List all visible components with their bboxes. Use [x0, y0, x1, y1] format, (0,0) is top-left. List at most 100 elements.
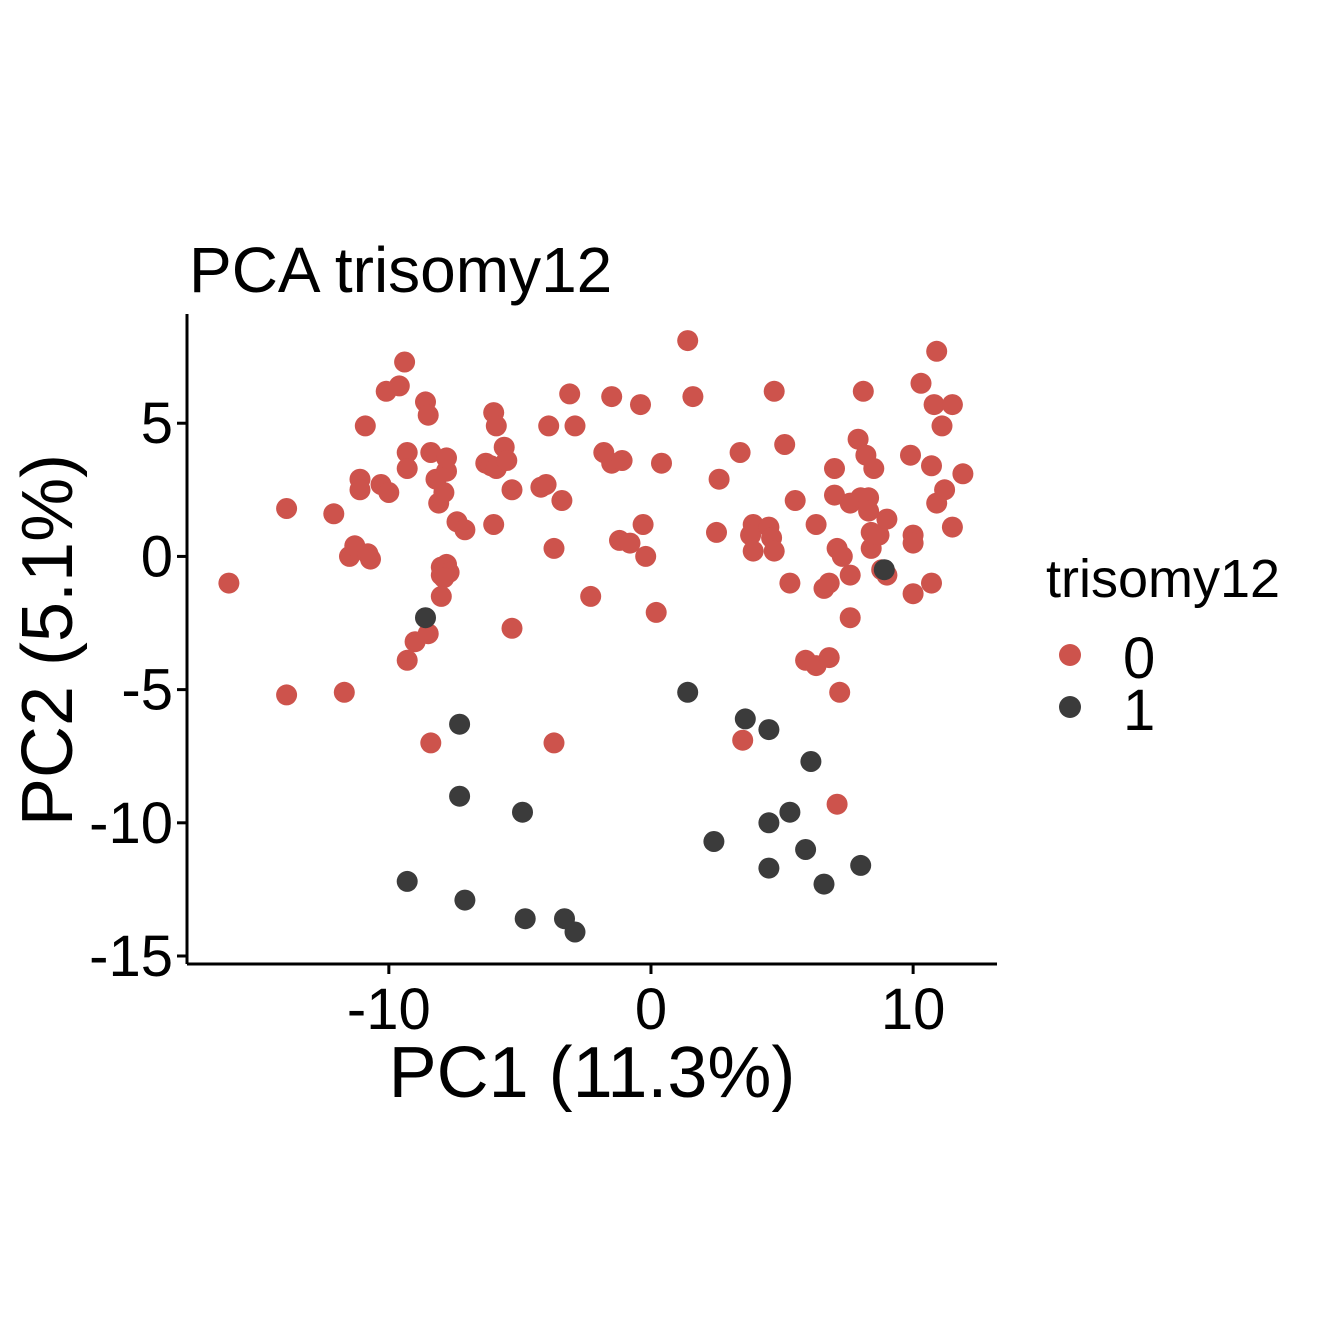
data-point-trisomy12-1	[758, 812, 780, 834]
data-point-trisomy12-1	[800, 751, 822, 772]
data-point-trisomy12-0	[763, 380, 785, 402]
data-point-trisomy12-0	[923, 394, 945, 416]
data-point-trisomy12-1	[873, 559, 895, 581]
data-point-trisomy12-1	[758, 719, 780, 741]
data-point-trisomy12-0	[839, 607, 861, 629]
data-point-trisomy12-0	[831, 545, 853, 567]
legend: trisomy12 0 1	[1046, 549, 1280, 743]
data-point-trisomy12-1	[454, 889, 476, 911]
data-point-trisomy12-0	[543, 537, 565, 559]
data-point-trisomy12-0	[430, 585, 452, 607]
data-point-trisomy12-0	[454, 519, 476, 541]
data-point-trisomy12-0	[740, 524, 762, 546]
data-point-trisomy12-0	[218, 572, 240, 594]
data-point-trisomy12-0	[651, 452, 672, 474]
data-point-trisomy12-0	[388, 375, 410, 397]
data-point-trisomy12-0	[501, 617, 523, 639]
data-point-trisomy12-0	[902, 532, 924, 554]
data-point-trisomy12-0	[396, 442, 418, 463]
legend-key-1	[1059, 696, 1081, 718]
data-point-trisomy12-1	[703, 831, 725, 852]
data-point-trisomy12-0	[779, 572, 801, 594]
data-point-trisomy12-1	[512, 801, 533, 823]
x-tick-label: -10	[347, 977, 431, 1042]
data-point-trisomy12-0	[501, 479, 523, 501]
data-point-trisomy12-1	[415, 607, 436, 629]
data-point-trisomy12-0	[349, 479, 371, 501]
data-point-trisomy12-0	[818, 647, 840, 669]
data-point-trisomy12-0	[394, 351, 416, 373]
data-point-trisomy12-0	[483, 514, 505, 535]
data-point-trisomy12-0	[543, 732, 565, 754]
legend-label-0: 0	[1123, 626, 1155, 691]
data-point-trisomy12-0	[941, 394, 963, 416]
y-tick-label: 5	[141, 391, 173, 456]
data-point-trisomy12-0	[645, 601, 667, 623]
data-point-trisomy12-0	[900, 444, 921, 466]
data-point-trisomy12-0	[706, 521, 727, 543]
x-tick-label: 0	[635, 977, 667, 1042]
data-point-trisomy12-0	[863, 458, 885, 479]
data-point-trisomy12-0	[538, 415, 560, 437]
data-point-trisomy12-0	[774, 434, 796, 455]
data-point-trisomy12-0	[921, 455, 942, 477]
data-point-trisomy12-0	[632, 514, 654, 535]
data-point-trisomy12-1	[449, 785, 471, 807]
data-point-trisomy12-0	[580, 585, 602, 607]
data-point-trisomy12-0	[619, 532, 641, 554]
data-point-trisomy12-1	[813, 873, 835, 895]
y-tick-label: -5	[121, 658, 173, 723]
data-point-trisomy12-1	[795, 839, 817, 860]
data-point-trisomy12-0	[433, 567, 455, 589]
data-point-trisomy12-0	[436, 447, 457, 469]
data-point-trisomy12-0	[818, 572, 840, 594]
data-point-trisomy12-0	[708, 468, 730, 490]
data-point-trisomy12-0	[417, 623, 439, 645]
x-tick-label: 10	[881, 977, 946, 1042]
data-point-trisomy12-0	[396, 458, 418, 479]
data-point-trisomy12-0	[276, 684, 298, 706]
data-point-trisomy12-0	[485, 415, 507, 437]
data-point-trisomy12-1	[758, 857, 780, 879]
legend-title: trisomy12	[1046, 549, 1280, 609]
data-point-trisomy12-0	[926, 340, 948, 362]
plot-area	[218, 330, 974, 943]
legend-label-1: 1	[1123, 678, 1155, 743]
chart-title: PCA trisomy12	[189, 234, 612, 306]
data-point-trisomy12-0	[824, 458, 845, 479]
data-point-trisomy12-1	[677, 681, 699, 703]
data-point-trisomy12-0	[417, 404, 439, 426]
data-point-trisomy12-1	[779, 801, 801, 823]
data-point-trisomy12-0	[635, 545, 657, 567]
data-point-trisomy12-0	[902, 583, 924, 605]
data-point-trisomy12-0	[378, 482, 400, 503]
data-point-trisomy12-0	[559, 383, 581, 405]
data-point-trisomy12-0	[839, 564, 861, 586]
data-point-trisomy12-0	[276, 498, 298, 519]
data-point-trisomy12-1	[734, 708, 756, 730]
data-point-trisomy12-0	[829, 681, 851, 703]
data-point-trisomy12-0	[858, 500, 880, 522]
data-point-trisomy12-0	[535, 474, 557, 495]
data-point-trisomy12-0	[784, 490, 806, 511]
data-point-trisomy12-0	[934, 479, 956, 501]
data-point-trisomy12-0	[847, 428, 869, 450]
data-point-trisomy12-0	[910, 372, 932, 394]
data-point-trisomy12-0	[852, 380, 874, 402]
data-point-trisomy12-0	[354, 415, 376, 437]
data-point-trisomy12-0	[805, 514, 827, 535]
data-point-trisomy12-0	[824, 484, 845, 506]
data-point-trisomy12-0	[564, 415, 586, 437]
data-point-trisomy12-0	[732, 729, 754, 751]
data-point-trisomy12-0	[433, 482, 455, 503]
data-point-trisomy12-0	[323, 503, 345, 525]
data-point-trisomy12-1	[396, 870, 418, 892]
legend-key-0	[1059, 644, 1081, 666]
y-axis-title: PC2 (5.1%)	[8, 454, 88, 826]
data-point-trisomy12-0	[921, 572, 942, 594]
data-point-trisomy12-0	[868, 524, 890, 546]
axes: -10 0 10 -15 -10 -5 0 5	[89, 314, 997, 1042]
data-point-trisomy12-0	[496, 450, 518, 471]
data-point-trisomy12-0	[876, 508, 898, 530]
data-point-trisomy12-1	[564, 921, 586, 943]
